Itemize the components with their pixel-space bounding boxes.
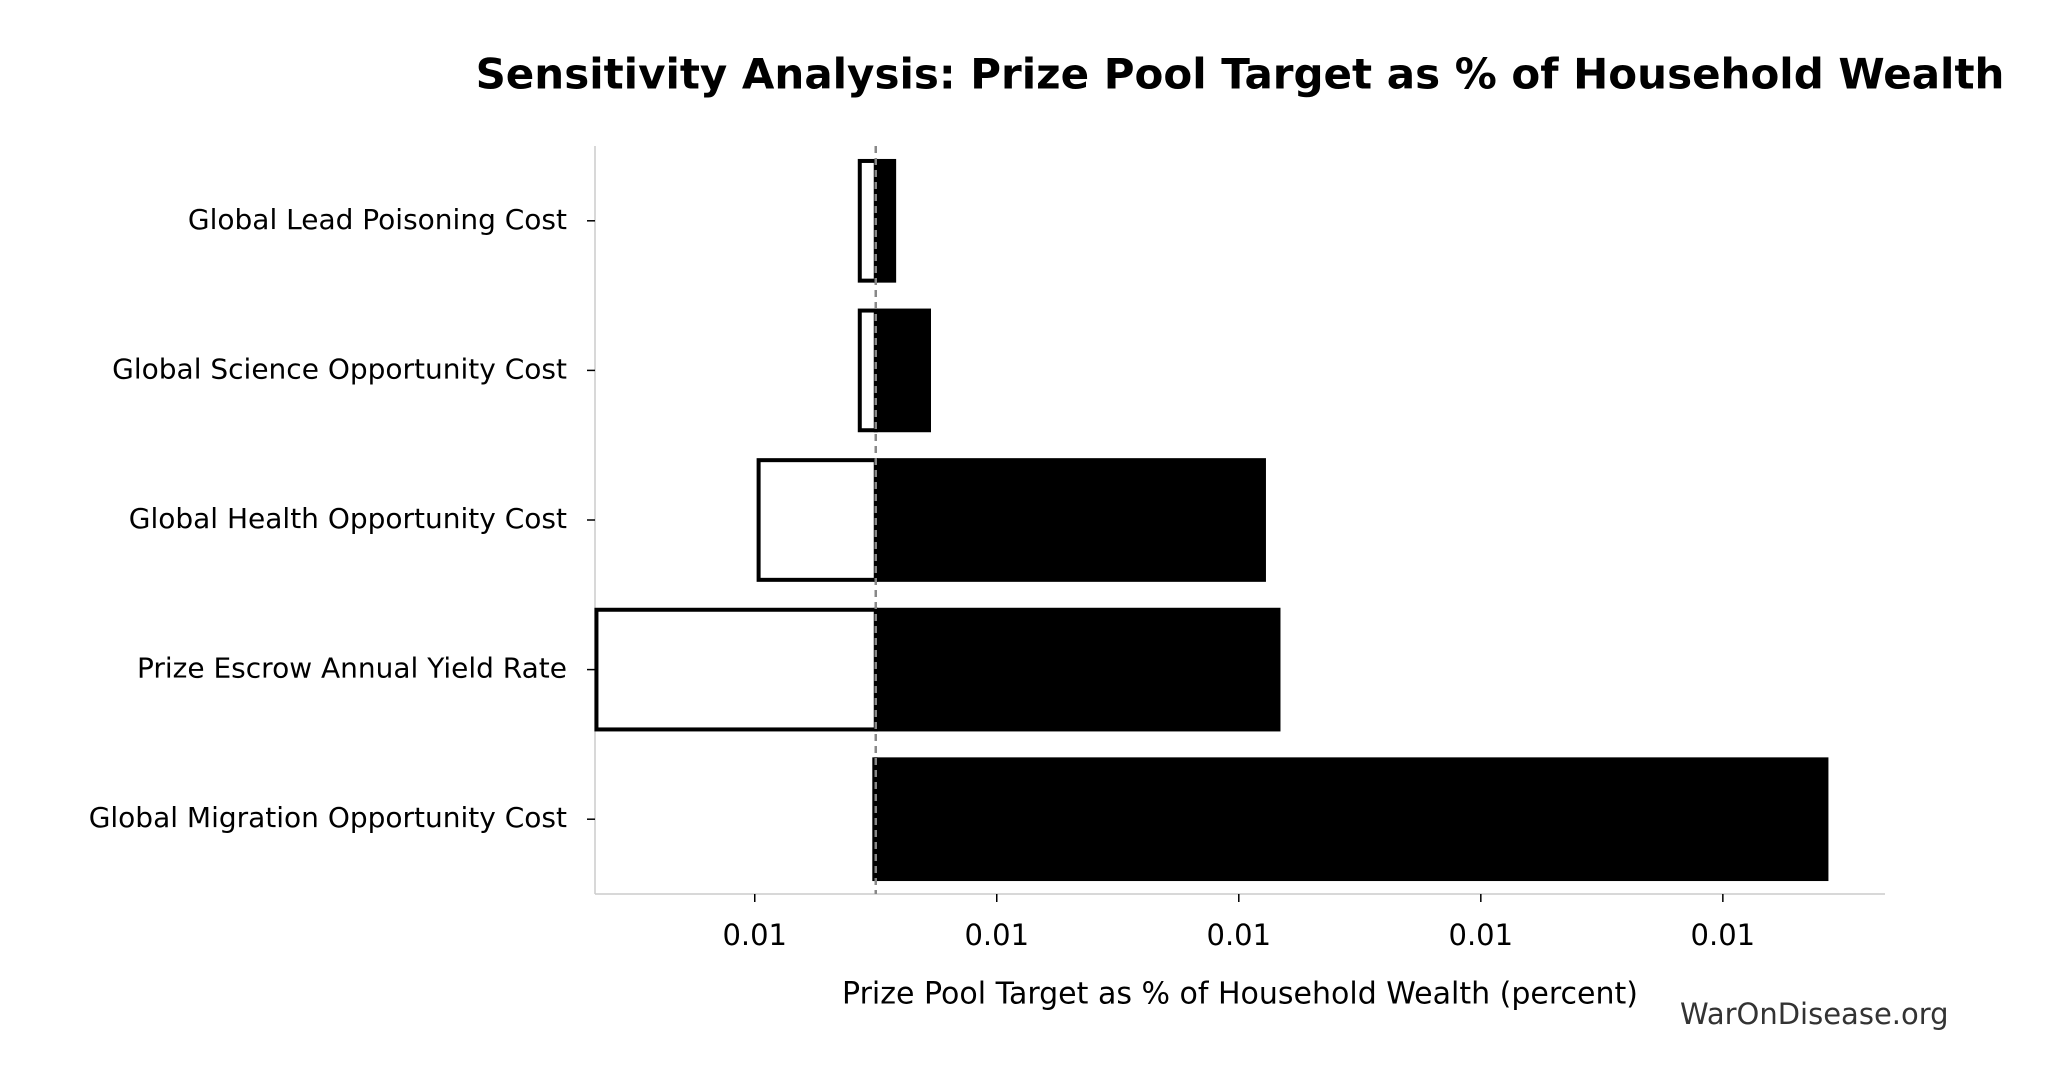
y-tick-label: Global Lead Poisoning Cost [188,203,567,236]
x-axis-label: Prize Pool Target as % of Household Weal… [842,977,1638,1012]
chart-title: Sensitivity Analysis: Prize Pool Target … [476,50,2005,99]
y-tick-label: Global Health Opportunity Cost [129,502,567,535]
x-tick-label: 0.01 [1207,918,1272,952]
y-tick-label: Global Migration Opportunity Cost [89,801,567,834]
watermark: WarOnDisease.org [1680,997,1949,1031]
x-tick-label: 0.01 [722,918,787,952]
y-tick-label: Prize Escrow Annual Yield Rate [137,652,567,685]
bar-low [594,607,878,732]
bar-low [756,458,878,582]
bar-high [873,458,1266,582]
x-tick-label: 0.01 [1449,918,1514,952]
bar-high [873,757,1829,882]
bar-low [857,158,878,283]
bar-high [873,158,897,283]
x-tick-label: 0.01 [1691,918,1756,952]
bar-high [873,308,931,433]
bar-high [873,607,1281,732]
y-tick-label: Global Science Opportunity Cost [112,352,567,385]
bar-low [857,308,878,433]
x-tick-label: 0.01 [964,918,1029,952]
